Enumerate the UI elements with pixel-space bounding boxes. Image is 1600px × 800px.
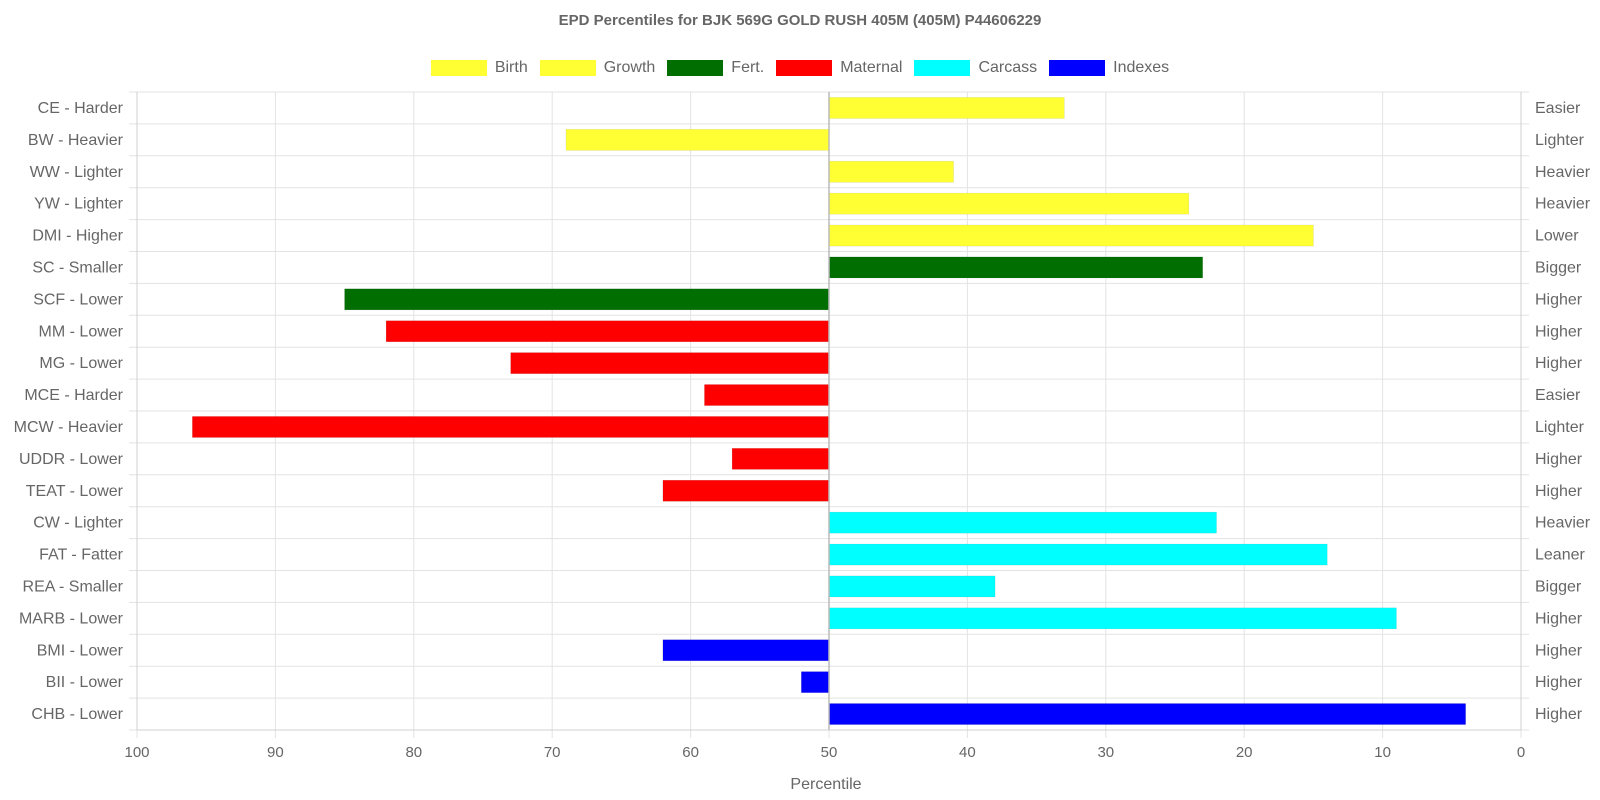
- bar-yw: [828, 192, 1190, 215]
- y-category-label: TEAT - Lower: [26, 483, 124, 500]
- bar-uddr: [731, 448, 830, 470]
- legend-label: Birth: [494, 59, 528, 76]
- y-category-label: REA - Smaller: [23, 578, 124, 595]
- y-right-label: Leaner: [1535, 547, 1585, 564]
- x-tick-label: 70: [544, 744, 561, 761]
- y-right-label: Bigger: [1535, 578, 1582, 595]
- y-right-label: Higher: [1535, 674, 1583, 691]
- y-category-label: MM - Lower: [39, 323, 124, 340]
- y-category-label: MG - Lower: [39, 355, 123, 372]
- y-category-label: DMI - Higher: [32, 228, 123, 245]
- legend-item-maternal[interactable]: Maternal: [776, 59, 902, 77]
- legend-label: Indexes: [1113, 59, 1170, 76]
- bar-ww: [828, 160, 954, 183]
- y-category-label: CW - Lighter: [33, 515, 123, 532]
- legend-swatch: [539, 60, 596, 76]
- y-right-label: Higher: [1535, 483, 1583, 500]
- chart-title: EPD Percentiles for BJK 569G GOLD RUSH 4…: [558, 12, 1042, 29]
- y-right-label: Higher: [1535, 642, 1583, 659]
- y-category-label: WW - Lighter: [30, 164, 124, 181]
- legend-swatch: [1049, 60, 1106, 76]
- bar-bw: [565, 129, 830, 151]
- y-category-label: UDDR - Lower: [19, 451, 124, 468]
- legend-item-birth[interactable]: Birth: [430, 59, 528, 77]
- legend-label: Growth: [603, 59, 656, 76]
- bar-marb: [828, 607, 1397, 630]
- y-category-label: MCW - Heavier: [14, 419, 124, 436]
- x-tick-label: 20: [1236, 744, 1253, 761]
- x-tick-label: 10: [1374, 744, 1391, 761]
- y-category-label: FAT - Fatter: [39, 547, 124, 564]
- bar-rea: [828, 575, 996, 598]
- y-right-label: Easier: [1535, 387, 1581, 404]
- legend-label: Maternal: [840, 59, 903, 76]
- bar-cw: [828, 511, 1217, 534]
- legend-swatch: [430, 60, 487, 76]
- y-right-label: Higher: [1535, 451, 1583, 468]
- y-category-label: MCE - Harder: [24, 387, 123, 404]
- y-right-label: Heavier: [1535, 515, 1591, 532]
- bar-teat: [662, 479, 830, 502]
- y-right-label: Heavier: [1535, 196, 1591, 213]
- legend-item-growth[interactable]: Growth: [539, 59, 656, 77]
- chart-legend: Birth Growth Fert. Maternal Carcass Indexes: [0, 59, 1600, 77]
- y-category-label: BMI - Lower: [37, 642, 124, 659]
- legend-item-carcass[interactable]: Carcass: [914, 59, 1037, 77]
- y-right-label: Higher: [1535, 323, 1583, 340]
- y-right-label: Bigger: [1535, 259, 1582, 276]
- y-right-label: Higher: [1535, 706, 1583, 723]
- y-category-label: BW - Heavier: [28, 132, 124, 149]
- bar-mg: [510, 352, 830, 374]
- legend-label: Carcass: [978, 59, 1038, 76]
- y-right-label: Lighter: [1535, 132, 1585, 149]
- y-category-label: SC - Smaller: [32, 259, 123, 276]
- x-tick-label: 50: [821, 744, 838, 761]
- y-right-label: Lower: [1535, 228, 1579, 245]
- y-category-label: CE - Harder: [38, 100, 124, 117]
- legend-swatch: [667, 60, 724, 76]
- bar-dmi: [828, 224, 1314, 247]
- x-tick-label: 60: [682, 744, 699, 761]
- y-category-label: BII - Lower: [46, 674, 124, 691]
- y-right-label: Lighter: [1535, 419, 1585, 436]
- x-tick-label: 90: [267, 744, 284, 761]
- y-category-label: CHB - Lower: [31, 706, 123, 723]
- y-right-label: Heavier: [1535, 164, 1591, 181]
- bar-scf: [344, 288, 830, 311]
- x-tick-label: 0: [1517, 744, 1525, 761]
- x-tick-label: 40: [959, 744, 976, 761]
- legend-swatch: [776, 60, 833, 76]
- y-category-label: MARB - Lower: [19, 610, 124, 627]
- bar-fat: [828, 543, 1328, 566]
- y-right-label: Easier: [1535, 100, 1581, 117]
- x-axis-title: Percentile: [790, 776, 861, 793]
- y-category-label: YW - Lighter: [34, 196, 124, 213]
- bar-ce: [828, 97, 1065, 119]
- bar-mcw: [192, 416, 830, 438]
- y-right-label: Higher: [1535, 355, 1583, 372]
- x-tick-label: 80: [405, 744, 422, 761]
- bar-bmi: [662, 639, 830, 662]
- bar-chb: [828, 703, 1466, 725]
- y-right-label: Higher: [1535, 610, 1583, 627]
- bar-sc: [828, 256, 1203, 279]
- y-category-label: SCF - Lower: [33, 291, 123, 308]
- bar-bii: [801, 671, 830, 693]
- legend-label: Fert.: [731, 59, 765, 76]
- y-right-label: Higher: [1535, 291, 1583, 308]
- x-tick-label: 100: [124, 744, 149, 761]
- legend-swatch: [914, 60, 971, 76]
- legend-item-fert[interactable]: Fert.: [667, 59, 764, 77]
- bar-mm: [385, 320, 830, 343]
- legend-item-indexes[interactable]: Indexes: [1049, 59, 1169, 77]
- bar-mce: [704, 384, 830, 406]
- x-tick-label: 30: [1097, 744, 1114, 761]
